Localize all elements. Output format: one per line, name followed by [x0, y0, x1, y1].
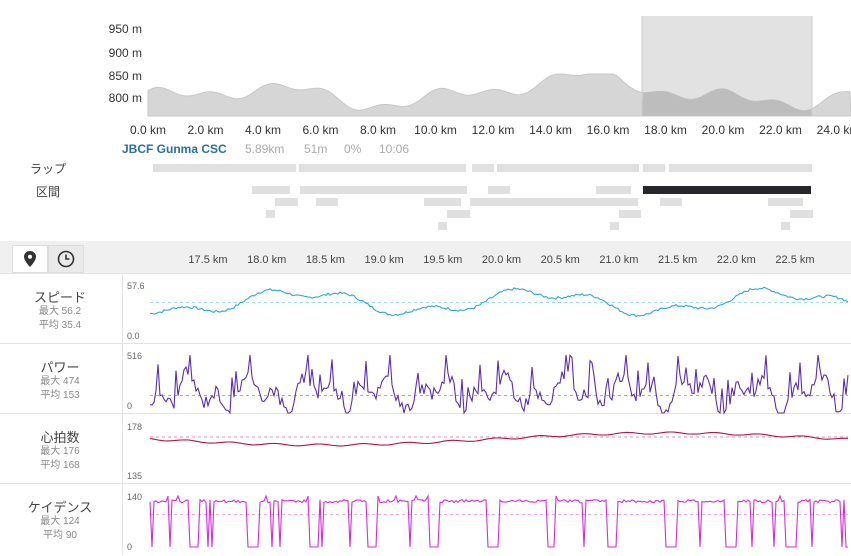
elevation-y-label: 900 m — [108, 46, 142, 60]
detail-x-label: 22.0 km — [716, 254, 756, 266]
elevation-x-label: 8.0 km — [359, 123, 396, 137]
elevation-x-label: 18.0 km — [644, 123, 687, 137]
section-bar[interactable] — [768, 198, 803, 206]
detail-x-label: 19.0 km — [364, 254, 404, 266]
power-row[interactable]: パワー 最大 474 平均 153 516 0 — [0, 343, 851, 414]
detail-x-label: 18.0 km — [247, 254, 287, 266]
segment-elevation: 51m — [304, 142, 328, 156]
detail-x-label: 22.5 km — [775, 254, 815, 266]
lap-bar[interactable] — [497, 164, 639, 172]
metric-charts[interactable] — [0, 273, 851, 555]
metric-title: スピード — [33, 290, 86, 305]
metric-top-tick: 57.6 — [127, 281, 145, 291]
lap-bar[interactable] — [669, 164, 812, 172]
elevation-x-label: 12.0 km — [471, 123, 515, 137]
metric-max: 最大 124 — [40, 516, 80, 527]
cadence-line — [149, 493, 848, 548]
section-bar-selected[interactable] — [643, 186, 811, 194]
metric-max: 最大 176 — [40, 446, 80, 457]
elevation-x-label: 4.0 km — [244, 123, 281, 137]
section-bar[interactable] — [266, 210, 275, 218]
elevation-x-label: 16.0 km — [586, 123, 630, 137]
lap-bar[interactable] — [472, 164, 494, 172]
speed-line — [149, 286, 849, 318]
elevation-x-label: 22.0 km — [759, 123, 802, 137]
section-bar[interactable] — [316, 198, 338, 206]
segment-name-link[interactable]: JBCF Gunma CSC — [122, 142, 227, 156]
detail-x-label: 20.0 km — [481, 254, 522, 266]
metric-bottom-tick: 0 — [127, 401, 133, 411]
section-bar[interactable] — [470, 198, 638, 206]
detail-x-label: 18.5 km — [305, 254, 345, 266]
section-bar[interactable] — [596, 186, 631, 194]
section-bar[interactable] — [781, 222, 790, 230]
metric-avg: 平均 168 — [40, 460, 80, 471]
map-pin-icon[interactable] — [12, 245, 48, 273]
elevation-x-label: 0.0 km — [129, 123, 166, 137]
section-bar[interactable] — [438, 222, 447, 230]
elevation-profile — [147, 16, 851, 117]
metric-bottom-tick: 135 — [127, 471, 143, 481]
elevation-x-label: 24.0 km — [816, 123, 851, 137]
metric-avg: 平均 90 — [43, 530, 77, 541]
elevation-x-label: 6.0 km — [302, 123, 339, 137]
lap-label: ラップ — [30, 162, 67, 176]
section-bar[interactable] — [252, 186, 290, 194]
section-bar[interactable] — [790, 210, 813, 218]
metric-max: 最大 474 — [40, 376, 80, 387]
detail-toolbar — [0, 241, 851, 273]
segment-distance: 5.89km — [245, 142, 285, 156]
metric-bottom-tick: 0.0 — [127, 331, 140, 341]
metric-avg: 平均 35.4 — [38, 320, 82, 331]
segment-time: 10:06 — [379, 142, 410, 156]
elevation-y-label: 800 m — [108, 91, 142, 105]
elevation-y-label: 950 m — [108, 22, 142, 36]
lap-bar[interactable] — [299, 164, 466, 172]
section-bar[interactable] — [275, 198, 298, 206]
detail-x-label: 19.5 km — [423, 254, 463, 266]
section-label: 区間 — [36, 185, 61, 199]
detail-x-label: 20.5 km — [540, 254, 580, 266]
metric-title: パワー — [40, 360, 80, 375]
power-line — [149, 354, 849, 415]
elevation-x-label: 20.0 km — [701, 123, 745, 137]
metric-title: ケイデンス — [27, 500, 93, 515]
section-bar[interactable] — [424, 198, 461, 206]
metric-title: 心拍数 — [40, 430, 80, 445]
elevation-y-label: 850 m — [108, 69, 142, 83]
elevation-x-label: 10.0 km — [414, 123, 457, 137]
metric-max: 最大 56.2 — [38, 306, 82, 317]
section-bar[interactable] — [447, 210, 470, 218]
section-bar[interactable] — [488, 186, 510, 194]
detail-x-label: 21.5 km — [658, 254, 698, 266]
clock-icon[interactable] — [48, 245, 84, 273]
metric-top-tick: 140 — [127, 492, 143, 502]
section-bar[interactable] — [300, 186, 467, 194]
metric-top-tick: 178 — [127, 422, 143, 432]
section-bar[interactable] — [660, 198, 682, 206]
section-bar[interactable] — [619, 210, 641, 218]
lap-bar[interactable] — [643, 164, 665, 172]
elevation-x-label: 14.0 km — [529, 123, 572, 137]
cadence-row[interactable]: ケイデンス 最大 124 平均 90 140 0 — [0, 483, 851, 556]
segment-grade: 0% — [344, 142, 362, 156]
heart-rate-row[interactable]: 心拍数 最大 176 平均 168 178 135 — [0, 413, 851, 484]
metric-bottom-tick: 0 — [127, 542, 133, 552]
section-bar[interactable] — [610, 222, 619, 230]
elevation-x-label: 2.0 km — [187, 123, 224, 137]
lap-bar[interactable] — [153, 164, 296, 172]
heart-rate-line — [149, 431, 849, 447]
metric-avg: 平均 153 — [40, 390, 80, 401]
metric-top-tick: 516 — [127, 351, 143, 361]
detail-x-label: 17.5 km — [188, 254, 228, 266]
detail-x-label: 21.0 km — [599, 254, 639, 266]
speed-row[interactable]: スピード 最大 56.2 平均 35.4 57.6 0.0 — [0, 273, 851, 344]
